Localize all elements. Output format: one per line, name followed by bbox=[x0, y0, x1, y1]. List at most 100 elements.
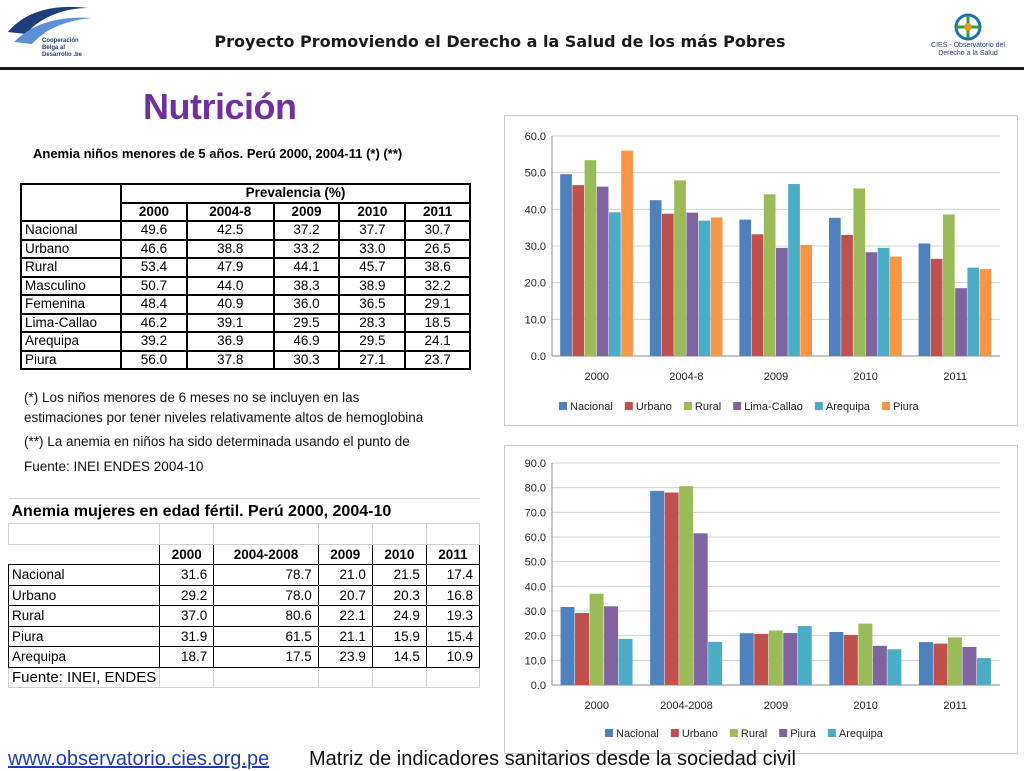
footer-url-link[interactable]: www.observatorio.cies.org.pe bbox=[8, 748, 270, 770]
y-tick-label: 40.0 bbox=[525, 204, 546, 216]
table-cell: 22.1 bbox=[317, 605, 373, 627]
table-cell: 20.3 bbox=[371, 584, 427, 606]
table-cell: 14.5 bbox=[371, 646, 427, 668]
legend-swatch bbox=[559, 402, 567, 410]
row-label: Masculino bbox=[20, 275, 122, 296]
x-tick-label: 2009 bbox=[764, 700, 788, 712]
table-row: Arequipa 39.2 36.9 46.9 29.5 24.1 bbox=[20, 331, 471, 352]
note-1-line-1: (*) Los niños menores de 6 meses no se i… bbox=[24, 390, 360, 405]
table-cell: 38.3 bbox=[272, 275, 341, 296]
bar bbox=[604, 606, 619, 685]
table-cell: 21.5 bbox=[371, 564, 427, 586]
table-cell: 17.4 bbox=[425, 564, 481, 586]
y-tick-label: 20.0 bbox=[525, 278, 546, 290]
table-cell: 53.4 bbox=[120, 257, 188, 278]
table-cell: 30.7 bbox=[404, 220, 471, 241]
row-label: Urbano bbox=[20, 238, 122, 259]
table-cell: 40.9 bbox=[185, 294, 275, 315]
table-cell: 18.5 bbox=[404, 312, 471, 333]
bar bbox=[754, 633, 769, 685]
row-label: Urbano bbox=[7, 584, 161, 606]
women-source: Fuente: INEI, ENDES bbox=[7, 666, 161, 688]
note-1-line-2: estimaciones por tener niveles relativam… bbox=[24, 410, 424, 425]
column-header: 2010 bbox=[371, 543, 427, 565]
legend-label: Nacional bbox=[570, 401, 613, 413]
x-tick-label: 2000 bbox=[585, 371, 609, 383]
children-source: Fuente: INEI ENDES 2004-10 bbox=[24, 459, 204, 474]
table-cell: 26.5 bbox=[404, 238, 471, 259]
bar bbox=[686, 212, 699, 356]
table-header-row: 2000 2004-2008 2009 2010 2011 bbox=[9, 543, 481, 565]
table-cell: 20.7 bbox=[317, 584, 373, 606]
legend-label: Piura bbox=[893, 401, 920, 413]
table-cell: 36.0 bbox=[272, 294, 341, 315]
column-header: 2009 bbox=[317, 543, 373, 565]
y-tick-label: 40.0 bbox=[525, 581, 546, 593]
legend-label: Rural bbox=[741, 728, 767, 740]
legend-swatch bbox=[624, 402, 633, 410]
bar bbox=[829, 217, 841, 356]
row-label: Lima-Callao bbox=[20, 312, 122, 333]
legend-swatch bbox=[827, 729, 836, 737]
legend-swatch bbox=[814, 402, 823, 410]
table-header-row: Prevalencia (%) bbox=[20, 183, 471, 222]
bar bbox=[872, 645, 887, 685]
bar bbox=[930, 258, 943, 356]
table-cell: 27.1 bbox=[338, 349, 407, 370]
row-label: Nacional bbox=[20, 220, 122, 241]
bar bbox=[698, 220, 711, 356]
bar bbox=[976, 658, 991, 685]
bar bbox=[947, 637, 962, 685]
table-cell: 49.6 bbox=[120, 220, 188, 241]
bar bbox=[596, 186, 609, 356]
table-cell: 61.5 bbox=[213, 625, 319, 647]
prevalence-group-header: Prevalencia (%) bbox=[120, 183, 471, 204]
table-cell: 44.1 bbox=[272, 257, 341, 278]
table-cell: 39.1 bbox=[185, 312, 275, 333]
bar bbox=[693, 533, 708, 685]
children-anemia-chart: 0.0 10.0 20.0 30.0 40.0 50.0 60.0 2000 2004-8 200… bbox=[504, 115, 1018, 426]
y-tick-label: 80.0 bbox=[525, 483, 546, 495]
table-row: Lima-Callao 46.2 39.1 29.5 28.3 18.5 bbox=[20, 312, 471, 333]
empty-header-cell bbox=[9, 544, 160, 565]
table-cell: 38.8 bbox=[185, 238, 275, 259]
cooperacion-belga-logo: Cooperación Belga al Desarrollo .be bbox=[6, 2, 96, 62]
legend-swatch bbox=[683, 402, 692, 410]
page-title: Nutrición bbox=[143, 86, 297, 127]
bar bbox=[918, 243, 931, 356]
bar bbox=[979, 269, 992, 356]
table-row: Femenina 48.4 40.9 36.0 36.5 29.1 bbox=[20, 294, 471, 315]
y-tick-label: 0.0 bbox=[531, 680, 546, 692]
children-anemia-chart-svg: 0.0 10.0 20.0 30.0 40.0 50.0 60.0 2000 2004-8 200… bbox=[525, 131, 1000, 413]
note-2: (**) La anemia en niños ha sido determin… bbox=[24, 434, 410, 449]
table-cell: 56.0 bbox=[120, 349, 188, 370]
bar bbox=[858, 623, 873, 685]
bar bbox=[853, 188, 866, 356]
table-cell: 33.2 bbox=[272, 238, 341, 259]
table-row: Urbano 29.2 78.0 20.7 20.3 16.8 bbox=[7, 584, 481, 606]
x-tick-label: 2011 bbox=[943, 700, 967, 712]
table-row: Piura 31.9 61.5 21.1 15.9 15.4 bbox=[7, 625, 481, 647]
bar bbox=[962, 647, 977, 685]
bar bbox=[768, 630, 783, 685]
bar bbox=[918, 642, 933, 685]
table-cell: 36.9 bbox=[185, 331, 275, 352]
women-anemia-chart: 0.0 10.0 20.0 30.0 40.0 50.0 60.0 70.0 80.0 90.0 2… bbox=[504, 445, 1018, 754]
women-table-caption-row: Anemia mujeres en edad fértil. Perú 2000… bbox=[8, 498, 480, 524]
table-header-row: 2000 2004-8 2009 2010 2011 bbox=[21, 201, 471, 222]
bar bbox=[560, 607, 575, 685]
table-cell: 33.0 bbox=[338, 238, 407, 259]
row-label: Arequipa bbox=[7, 646, 161, 668]
bar bbox=[664, 492, 679, 685]
bar bbox=[788, 184, 800, 356]
x-tick-label: 2004-8 bbox=[669, 371, 703, 383]
bar bbox=[609, 212, 621, 356]
table-cell: 10.9 bbox=[425, 646, 481, 668]
cies-emblem-icon bbox=[954, 13, 982, 41]
table-cell: 18.7 bbox=[159, 646, 215, 668]
table-cell: 39.2 bbox=[120, 331, 188, 352]
table-cell: 80.6 bbox=[213, 605, 319, 627]
legend-label: Arequipa bbox=[826, 401, 871, 413]
table-cell: 32.2 bbox=[404, 275, 471, 296]
y-tick-label: 60.0 bbox=[525, 532, 546, 544]
